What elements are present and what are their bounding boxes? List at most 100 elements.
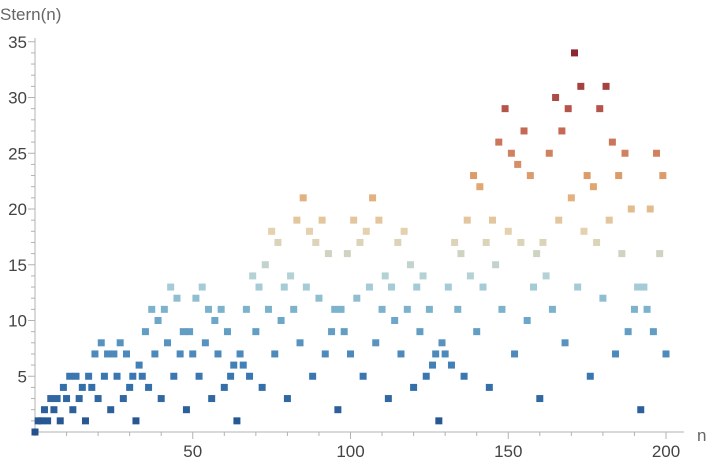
data-point bbox=[63, 395, 71, 403]
data-point bbox=[438, 339, 446, 347]
data-point bbox=[334, 406, 342, 414]
data-points bbox=[31, 49, 670, 436]
data-point bbox=[283, 395, 291, 403]
data-point bbox=[123, 350, 130, 358]
data-point bbox=[646, 205, 654, 213]
x-tick-label: 100 bbox=[336, 442, 364, 461]
data-point bbox=[602, 82, 610, 90]
data-point bbox=[148, 305, 156, 313]
data-point bbox=[378, 305, 386, 313]
data-point bbox=[460, 372, 468, 380]
data-point bbox=[37, 417, 45, 425]
data-point bbox=[287, 272, 295, 280]
y-tick-label: 25 bbox=[8, 144, 27, 163]
data-point bbox=[353, 294, 361, 302]
data-point bbox=[356, 238, 364, 246]
data-point bbox=[321, 350, 329, 358]
data-point bbox=[78, 383, 86, 391]
data-point bbox=[529, 283, 537, 291]
data-point bbox=[223, 328, 231, 336]
data-point bbox=[347, 350, 354, 358]
data-point bbox=[138, 372, 146, 380]
y-tick-label: 5 bbox=[18, 367, 27, 386]
data-point bbox=[653, 149, 661, 157]
data-point bbox=[564, 105, 572, 113]
data-point bbox=[31, 428, 39, 436]
data-point bbox=[160, 305, 168, 313]
data-point bbox=[277, 317, 285, 324]
data-point bbox=[514, 160, 522, 168]
data-point bbox=[100, 372, 108, 380]
data-point bbox=[586, 372, 594, 380]
data-point bbox=[170, 372, 178, 380]
data-point bbox=[44, 417, 52, 425]
data-point bbox=[145, 383, 153, 391]
data-point bbox=[391, 317, 399, 324]
data-point bbox=[649, 328, 657, 336]
data-point bbox=[429, 361, 437, 369]
data-point bbox=[192, 294, 200, 302]
data-point bbox=[110, 350, 118, 358]
data-point bbox=[539, 238, 547, 246]
data-point bbox=[182, 406, 190, 414]
data-point bbox=[312, 238, 320, 246]
data-point bbox=[608, 138, 616, 146]
data-point bbox=[299, 194, 307, 202]
data-point bbox=[340, 328, 348, 336]
data-point bbox=[88, 383, 96, 391]
data-point bbox=[91, 350, 99, 358]
data-point bbox=[495, 138, 503, 146]
data-point bbox=[343, 250, 351, 258]
data-point bbox=[274, 238, 282, 246]
data-point bbox=[268, 227, 276, 235]
data-point bbox=[574, 283, 582, 291]
data-point bbox=[132, 417, 140, 425]
data-point bbox=[526, 172, 534, 180]
data-point bbox=[271, 350, 279, 358]
data-point bbox=[302, 283, 310, 291]
data-point bbox=[179, 328, 187, 336]
data-point bbox=[208, 395, 216, 403]
data-point bbox=[479, 283, 487, 291]
data-point bbox=[331, 305, 339, 313]
data-point bbox=[388, 283, 396, 291]
data-point bbox=[129, 372, 137, 380]
tick-labels: 50 100 150 200 5 10 15 20 25 30 35 bbox=[8, 33, 680, 461]
data-point bbox=[242, 305, 250, 313]
data-point bbox=[252, 328, 260, 336]
data-point bbox=[50, 406, 58, 414]
data-point bbox=[577, 82, 585, 90]
data-point bbox=[470, 172, 478, 180]
x-tick-label: 150 bbox=[494, 442, 522, 461]
data-point bbox=[230, 361, 238, 369]
data-point bbox=[309, 372, 317, 380]
x-tick-label: 50 bbox=[183, 442, 202, 461]
data-point bbox=[324, 250, 332, 258]
data-point bbox=[627, 205, 635, 213]
data-point bbox=[397, 350, 405, 358]
data-point bbox=[400, 227, 408, 235]
data-point bbox=[444, 283, 452, 291]
y-tick-label: 20 bbox=[8, 200, 27, 219]
data-point bbox=[239, 361, 247, 369]
data-point bbox=[555, 216, 563, 224]
data-point bbox=[656, 250, 664, 258]
data-point bbox=[107, 406, 115, 414]
data-point bbox=[337, 305, 345, 313]
data-point bbox=[637, 406, 645, 414]
data-point bbox=[104, 350, 112, 358]
data-point bbox=[72, 372, 80, 380]
data-point bbox=[545, 149, 553, 157]
data-point bbox=[255, 283, 263, 291]
data-point bbox=[517, 238, 525, 246]
data-point bbox=[643, 305, 651, 313]
data-point bbox=[548, 305, 556, 313]
data-point bbox=[258, 383, 266, 391]
data-point bbox=[359, 372, 367, 380]
data-point bbox=[583, 172, 591, 180]
data-point bbox=[126, 383, 134, 391]
data-point bbox=[167, 283, 175, 291]
data-point bbox=[488, 216, 496, 224]
data-point bbox=[589, 183, 597, 191]
data-point bbox=[621, 149, 629, 157]
